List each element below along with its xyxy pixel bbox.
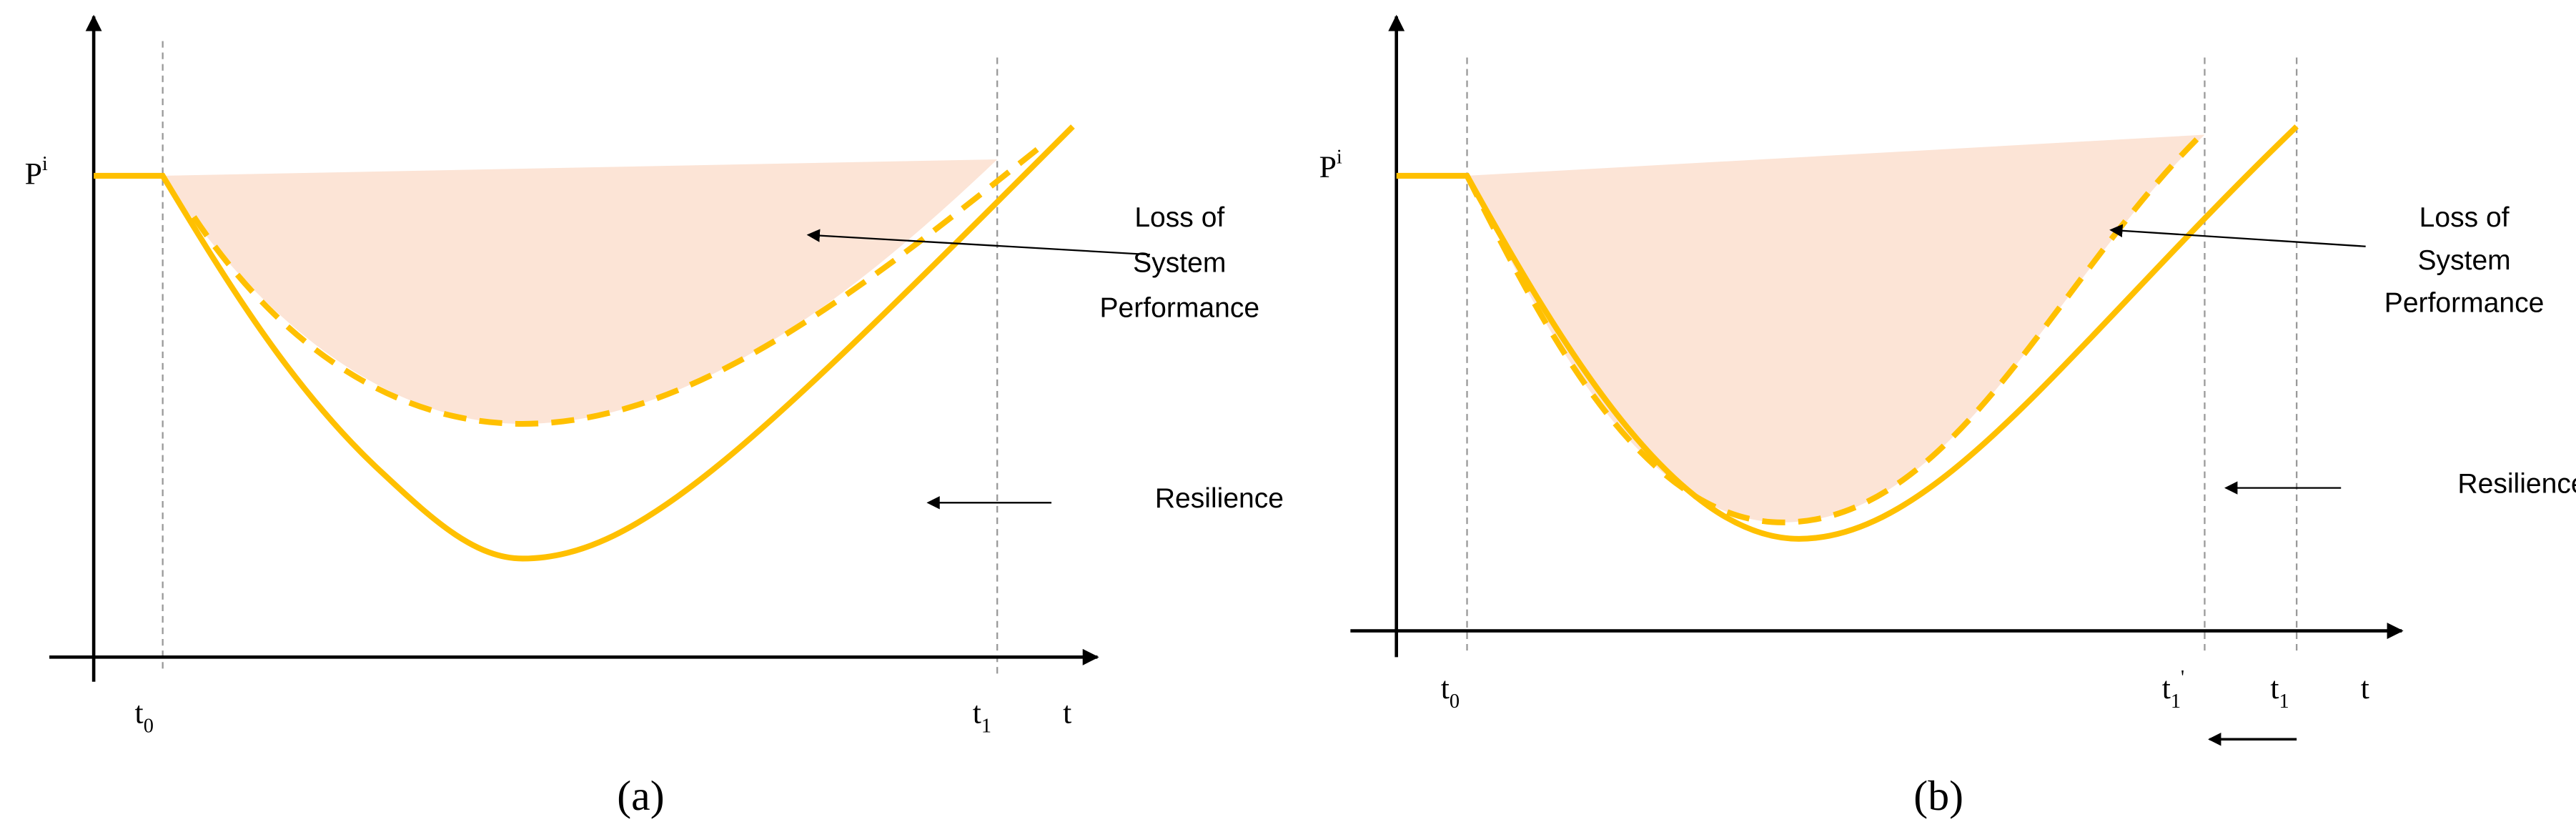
y-axis-label: Pi xyxy=(1319,147,1342,185)
performance-curve xyxy=(1396,124,2299,542)
improved-curve xyxy=(1464,129,2207,525)
y-axis-label-base: P xyxy=(1319,150,1337,184)
panel-b xyxy=(1350,14,2404,746)
x-axis-label: t xyxy=(2361,671,2369,705)
improved-curve xyxy=(191,142,1046,427)
x-tick-label-base: t xyxy=(1441,671,1450,705)
loss-annotation: Performance xyxy=(2384,288,2545,319)
x-tick-label: t1 xyxy=(2270,671,2289,713)
resilience-annotation: Resilience xyxy=(2457,468,2576,499)
performance-curve xyxy=(94,124,1075,562)
loss-area xyxy=(162,159,998,424)
x-tick-label-base: t xyxy=(2270,671,2279,705)
x-tick-label-base: t xyxy=(2162,671,2171,705)
panel-label: (a) xyxy=(617,772,664,819)
y-axis-label: Pi xyxy=(25,153,48,192)
x-tick-label-sub: 1 xyxy=(2279,690,2289,713)
x-axis-label: t xyxy=(1063,695,1071,730)
annotation-arrow xyxy=(806,229,1151,256)
x-tick-label-sub: 0 xyxy=(1450,690,1460,713)
panel-a xyxy=(49,14,1151,682)
x-tick-label-base: t xyxy=(135,695,144,730)
y-axis-label-sup: i xyxy=(1337,147,1342,169)
x-tick-label-base: t xyxy=(973,695,981,730)
loss-annotation: Loss of xyxy=(2419,202,2510,233)
y-axis-label-sup: i xyxy=(42,153,48,175)
y-axis-label-base: P xyxy=(25,157,42,191)
loss-annotation: System xyxy=(1133,247,1226,278)
x-tick-label-sup: ' xyxy=(2181,667,2184,689)
x-tick-label: t1' xyxy=(2162,667,2184,713)
x-tick-label-sub: 1 xyxy=(2171,690,2181,713)
panel-label: (b) xyxy=(1913,772,1963,819)
loss-annotation: System xyxy=(2417,245,2510,276)
annotation-arrow xyxy=(2109,224,2366,247)
loss-area xyxy=(1467,134,2205,522)
loss-annotation: Loss of xyxy=(1134,202,1224,233)
resilience-annotation: Resilience xyxy=(1155,483,1284,514)
x-tick-label: t0 xyxy=(135,695,154,737)
x-tick-label: t0 xyxy=(1441,671,1460,713)
x-tick-label-sub: 0 xyxy=(144,715,154,737)
x-tick-label: t1 xyxy=(973,695,991,737)
x-tick-label-sub: 1 xyxy=(981,715,991,737)
loss-annotation: Performance xyxy=(1099,293,1259,324)
